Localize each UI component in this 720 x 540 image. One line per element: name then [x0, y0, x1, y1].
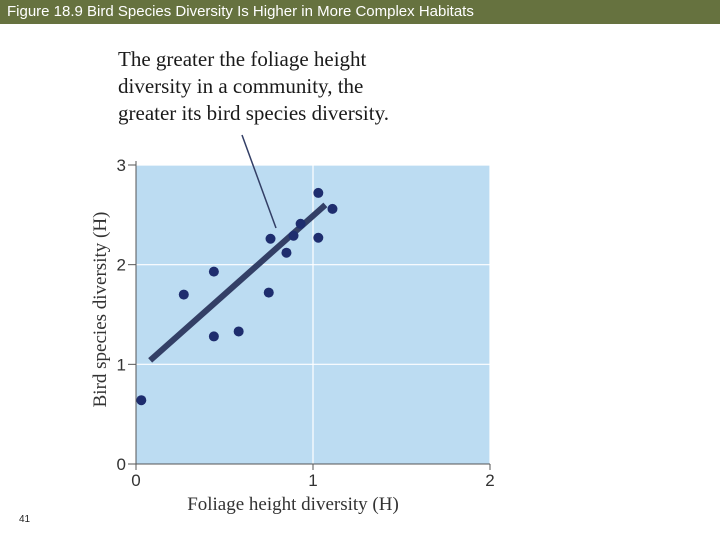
axes — [128, 161, 491, 470]
data-point — [208, 331, 219, 342]
annotation-line-3: greater its bird species diversity. — [118, 101, 389, 125]
y-tick-label: 3 — [117, 156, 126, 175]
annotation-text: The greater the foliage height diversity… — [118, 46, 458, 127]
data-point — [288, 230, 299, 241]
y-tick-label: 2 — [117, 256, 126, 275]
data-point — [281, 247, 292, 258]
x-tick-label: 1 — [308, 471, 317, 490]
data-points — [136, 187, 338, 406]
data-point — [208, 266, 219, 277]
data-point — [265, 233, 276, 244]
tick-labels: 0 1 2 3 0 1 2 — [117, 156, 495, 490]
annotation-line-2: diversity in a community, the — [118, 74, 364, 98]
data-point — [313, 187, 324, 198]
data-point — [136, 395, 147, 406]
y-axis-label: Bird species diversity (H) — [90, 212, 111, 408]
data-point — [313, 232, 324, 243]
data-point — [233, 326, 244, 337]
slide-title: Figure 18.9 Bird Species Diversity Is Hi… — [0, 0, 720, 24]
data-point — [295, 218, 306, 229]
x-tick-label: 0 — [131, 471, 140, 490]
data-point — [263, 287, 274, 298]
trend-line — [148, 202, 328, 363]
grid-lines — [136, 164, 491, 464]
annotation-line-1: The greater the foliage height — [118, 47, 367, 71]
annotation-pointer — [241, 134, 277, 229]
data-point — [327, 203, 338, 214]
y-tick-label: 0 — [117, 455, 126, 474]
x-tick-label: 2 — [485, 471, 494, 490]
y-tick-label: 1 — [117, 355, 126, 374]
slide-number: 41 — [19, 514, 31, 525]
x-axis-label: Foliage height diversity (H) — [187, 494, 399, 515]
data-point — [178, 289, 189, 300]
